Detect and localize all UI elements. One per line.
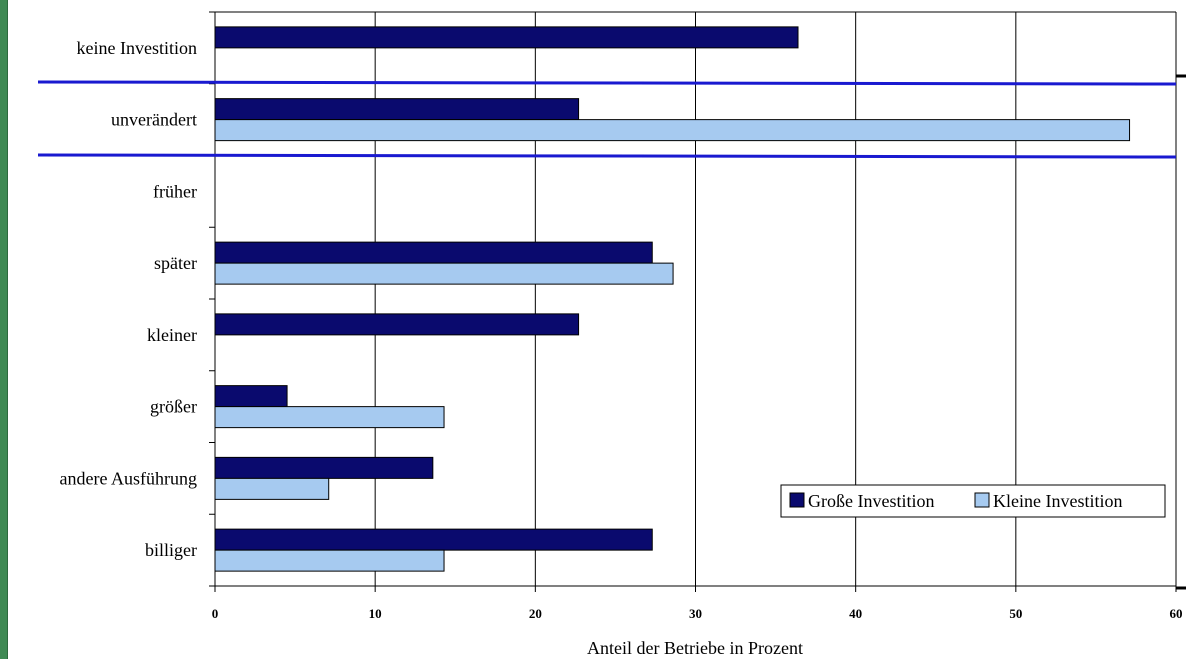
category-label: früher <box>153 181 197 201</box>
bar-grosse-investition <box>214 385 288 408</box>
highlight-lines <box>37 74 1186 590</box>
x-tick-label: 30 <box>689 606 702 621</box>
bar-grosse-investition <box>214 26 799 49</box>
bar-grosse-investition <box>214 313 580 336</box>
legend-swatch-grosse <box>789 492 805 508</box>
bar-grosse-investition <box>214 528 653 551</box>
x-tick-label: 0 <box>212 606 219 621</box>
category-label: andere Ausführung <box>60 468 197 488</box>
frame-left-bar <box>0 0 8 659</box>
highlight-line-top <box>37 80 1177 86</box>
x-tick-label: 50 <box>1009 606 1022 621</box>
x-tick-label: 20 <box>529 606 542 621</box>
highlight-line-bottom <box>37 153 1177 159</box>
bar-kleine-investition <box>214 549 445 572</box>
bar-kleine-investition <box>214 406 445 429</box>
bar-grosse-investition <box>214 241 653 264</box>
bar-grosse-investition <box>214 98 580 121</box>
bar-kleine-investition <box>214 119 1131 142</box>
legend-label-grosse: Große Investition <box>808 491 934 511</box>
bar-grosse-investition <box>214 456 434 479</box>
category-labels: keine Investition unverändert früher später… <box>60 38 197 560</box>
category-label: kleiner <box>147 325 197 345</box>
legend-swatch-kleine <box>974 492 990 508</box>
x-axis-title: Anteil der Betriebe in Prozent <box>587 638 803 658</box>
legend: Große Investition Kleine Investition <box>780 484 1166 518</box>
category-label: billiger <box>145 540 197 560</box>
category-label: keine Investition <box>77 38 197 58</box>
category-label: unverändert <box>111 110 197 130</box>
category-label: größer <box>150 397 197 417</box>
x-tick-label: 10 <box>369 606 382 621</box>
x-tick-label: 60 <box>1170 606 1183 621</box>
axes <box>209 11 1177 592</box>
legend-box <box>780 484 1166 518</box>
x-tick-label: 40 <box>849 606 862 621</box>
bar-kleine-investition <box>214 262 674 285</box>
x-tick-labels: 0 10 20 30 40 50 60 <box>212 606 1183 621</box>
legend-label-kleine: Kleine Investition <box>993 491 1122 511</box>
bar-kleine-investition <box>214 477 330 500</box>
category-label: später <box>154 253 197 273</box>
